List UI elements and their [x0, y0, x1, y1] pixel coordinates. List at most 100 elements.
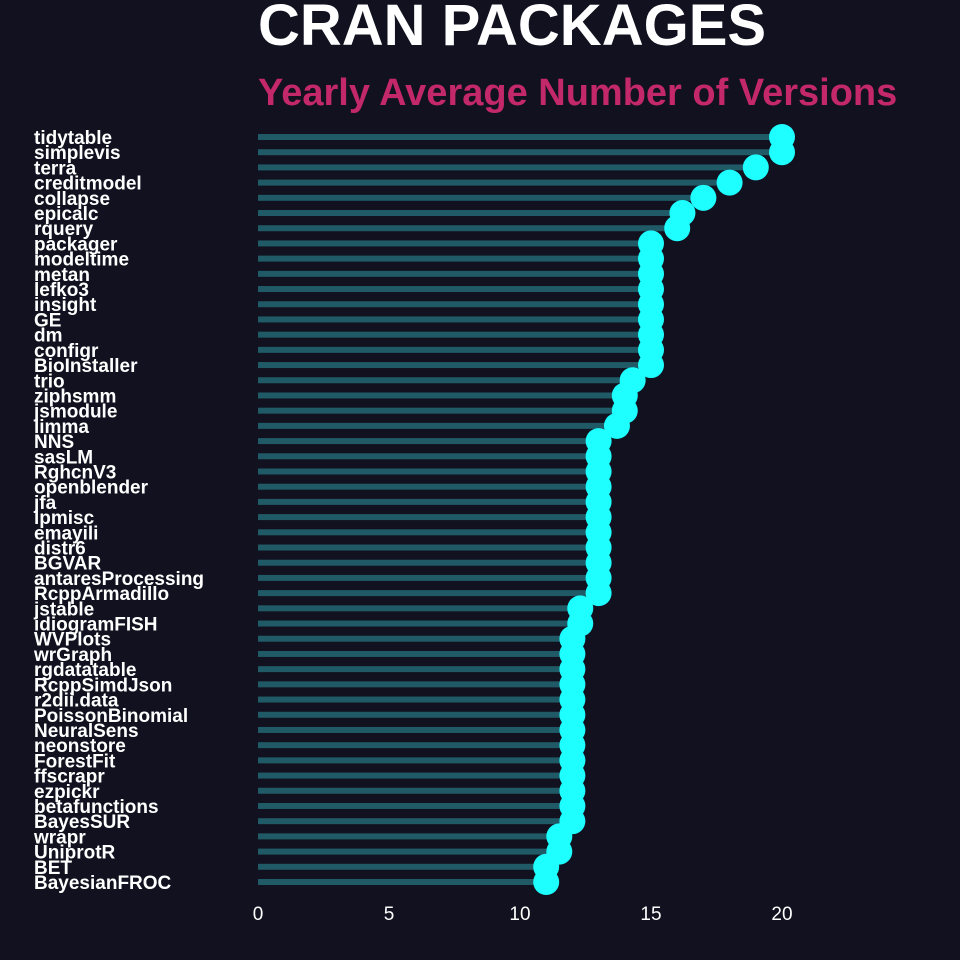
bar — [258, 818, 573, 825]
data-point — [603, 412, 630, 439]
category-label: emayili — [34, 523, 98, 544]
category-label: simplevis — [34, 143, 121, 164]
bar — [258, 757, 573, 764]
bar — [258, 286, 651, 293]
bar — [258, 134, 782, 140]
bar — [258, 453, 599, 460]
category-label: WVPlots — [34, 630, 111, 651]
category-label: idiogramFISH — [34, 615, 158, 636]
category-label: limma — [34, 417, 89, 438]
bar — [258, 635, 573, 642]
bar — [258, 164, 756, 171]
bar — [258, 331, 651, 338]
bar — [258, 483, 599, 490]
bar — [258, 149, 782, 156]
bar — [258, 316, 651, 323]
bar — [258, 742, 573, 749]
bar — [258, 863, 547, 870]
data-point — [690, 184, 717, 211]
x-tick-label: 0 — [253, 904, 264, 925]
x-tick-label: 15 — [640, 904, 661, 925]
bar — [258, 529, 599, 536]
bar — [258, 392, 625, 399]
category-label: configr — [34, 341, 99, 362]
category-label: modeltime — [34, 250, 129, 271]
category-label: packager — [34, 234, 118, 255]
category-label: RcppSimdJson — [34, 675, 172, 696]
data-point — [664, 215, 691, 242]
category-label: antaresProcessing — [34, 569, 204, 590]
bar — [258, 681, 573, 688]
bar — [258, 666, 573, 673]
bar — [258, 772, 573, 779]
data-point — [638, 352, 664, 379]
category-label: ezpickr — [34, 782, 100, 803]
bar — [258, 787, 573, 794]
category-label: GE — [34, 310, 61, 331]
category-label: PoissonBinomial — [34, 706, 188, 727]
bar — [258, 498, 599, 505]
bar — [258, 346, 651, 353]
category-label: rgdatatable — [34, 660, 136, 681]
x-tick-label: 20 — [771, 904, 792, 925]
bar — [258, 726, 573, 733]
bar — [258, 422, 617, 429]
bar — [258, 240, 651, 247]
bar — [258, 362, 651, 369]
data-point — [742, 154, 769, 181]
bar — [258, 559, 599, 566]
x-tick-label: 5 — [384, 904, 395, 925]
bar — [258, 605, 581, 612]
category-label: lpmisc — [34, 508, 95, 529]
category-label: distr6 — [34, 539, 86, 560]
bar — [258, 194, 704, 201]
category-label: jsmodule — [33, 402, 117, 423]
category-label: rquery — [34, 219, 94, 240]
bar — [258, 270, 651, 277]
bar — [258, 802, 573, 809]
x-tick-label: 10 — [509, 904, 530, 925]
category-label: collapse — [34, 189, 110, 210]
points-layer — [533, 124, 795, 895]
category-label: openblender — [34, 478, 149, 499]
bar — [258, 255, 651, 262]
category-label: wrGraph — [33, 645, 112, 666]
category-label: ffscrapr — [34, 767, 105, 788]
chart-title: CRAN PACKAGES — [258, 0, 766, 58]
category-label: BET — [34, 858, 72, 879]
category-label: ForestFit — [34, 751, 116, 772]
bar — [258, 574, 599, 581]
category-label: BayesianFROC — [34, 873, 172, 894]
category-label: RcppArmadillo — [34, 584, 169, 605]
bar — [258, 848, 560, 855]
category-label: neonstore — [34, 736, 126, 757]
bar — [258, 179, 730, 186]
category-label: ziphsmm — [34, 386, 116, 407]
bar — [258, 879, 547, 885]
data-point — [585, 580, 612, 607]
category-label: BioInstaller — [34, 356, 138, 377]
category-label: r2dii.data — [34, 691, 119, 712]
category-label: metan — [34, 265, 90, 286]
bar — [258, 620, 581, 627]
bar — [258, 696, 573, 703]
category-label: BGVAR — [34, 554, 101, 575]
category-label: RghcnV3 — [34, 462, 116, 483]
bar — [258, 407, 625, 414]
category-label: NeuralSens — [34, 721, 139, 742]
category-label: tidytable — [34, 128, 112, 149]
bar — [258, 377, 633, 384]
category-label: creditmodel — [34, 174, 142, 195]
category-label: sasLM — [34, 447, 93, 468]
data-point — [769, 139, 795, 166]
category-label: UniprotR — [34, 843, 116, 864]
bars-layer — [258, 134, 782, 885]
category-labels: tidytablesimplevisterracreditmodelcollap… — [33, 128, 204, 894]
bar — [258, 468, 599, 475]
bar — [258, 438, 599, 445]
bar — [258, 833, 560, 840]
category-label: terra — [34, 158, 77, 179]
x-axis-ticks: 0 5 10 15 20 — [253, 904, 793, 925]
